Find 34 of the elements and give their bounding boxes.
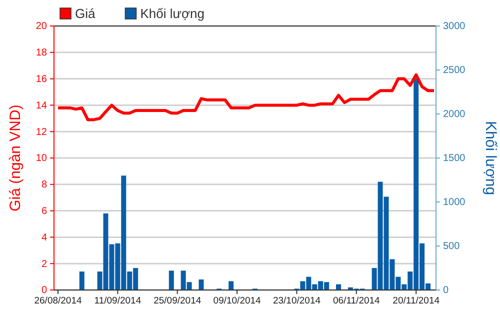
y2-tick-label: 3000: [443, 21, 466, 32]
y-tick-label: 10: [36, 153, 48, 164]
y-axis-title: Giá (ngàn VND): [7, 104, 24, 212]
legend-label: Khối lượng: [140, 6, 204, 21]
y-tick-label: 14: [36, 100, 48, 112]
x-tick-label: 20/11/2014: [392, 296, 440, 307]
y-tick-label: 20: [36, 21, 48, 32]
bar: [198, 279, 204, 290]
y-tick-label: 0: [41, 285, 48, 296]
y-tick-label: 12: [36, 126, 48, 138]
y2-tick-label: 500: [443, 241, 460, 252]
line-series: [56, 73, 436, 122]
x-tick-label: 09/10/2014: [213, 296, 261, 307]
bar: [228, 281, 234, 290]
y-tick-label: 18: [36, 48, 48, 59]
y2-tick-label: 1000: [443, 197, 466, 208]
y2-tick-label: 2000: [443, 109, 466, 120]
x-tick-label: 06/11/2014: [332, 296, 380, 307]
bar: [168, 270, 174, 290]
x-tick-label: 25/09/2014: [154, 296, 202, 307]
y-tick-label: 8: [41, 180, 48, 191]
y2-tick-label: 0: [443, 285, 449, 296]
y2-axis-title: Khối lượng: [482, 120, 499, 196]
bar: [79, 272, 84, 290]
y-tick-label: 2: [41, 258, 48, 270]
y-tick-label: 16: [36, 74, 48, 85]
x-tick-label: 26/08/2014: [34, 296, 82, 307]
y2-tick-label: 1500: [443, 153, 466, 164]
legend-label: Giá: [75, 6, 96, 21]
y2-tick-label: 2500: [443, 65, 466, 76]
x-tick-label: 23/10/2014: [272, 296, 321, 307]
y-tick-label: 6: [41, 206, 48, 217]
y-tick-label: 4: [41, 232, 48, 244]
x-tick-label: 11/09/2014: [94, 296, 142, 307]
